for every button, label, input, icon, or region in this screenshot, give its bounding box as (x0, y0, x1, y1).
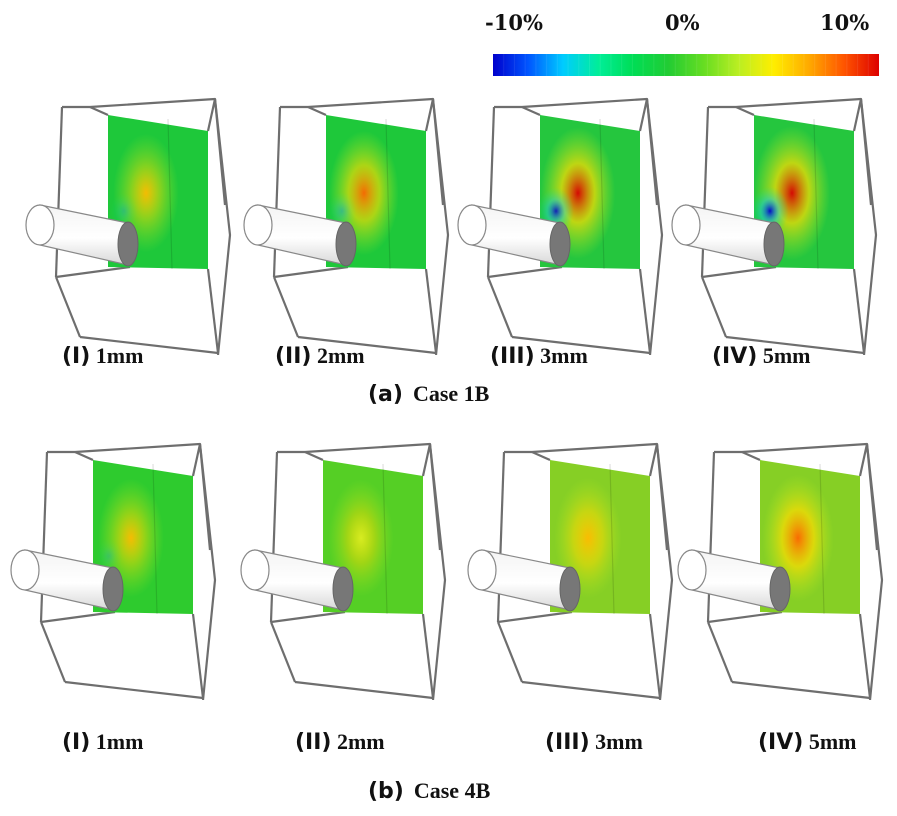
caption-a-2: (II) 2mm (275, 343, 365, 369)
panel-a-2 (238, 95, 463, 355)
caption-b-3: (III) 3mm (545, 729, 643, 755)
contour-panel-graphic (240, 442, 447, 700)
contour-panel-graphic (10, 442, 217, 700)
contour-panel-graphic (677, 442, 884, 700)
contour-panel-graphic (671, 97, 878, 355)
panel-a-3 (452, 95, 677, 355)
caption-a-4: (IV) 5mm (712, 343, 811, 369)
colorbar-max-label: 10% (820, 10, 870, 35)
contour-panel-graphic (467, 442, 674, 700)
colorbar (493, 54, 879, 76)
panel-a-1 (20, 95, 245, 355)
caption-b-2: (II) 2mm (295, 729, 385, 755)
panel-b-1 (5, 440, 230, 700)
panel-b-3 (462, 440, 687, 700)
contour-panel-graphic (457, 97, 664, 355)
caption-b-4: (IV) 5mm (758, 729, 857, 755)
caption-b-1: (I) 1mm (62, 729, 144, 755)
group-caption-b: (b) Case 4B (368, 778, 491, 804)
contour-panel-graphic (243, 97, 450, 355)
group-caption-a: (a) Case 1B (368, 381, 490, 407)
caption-a-1: (I) 1mm (62, 343, 144, 369)
contour-panel-graphic (25, 97, 232, 355)
caption-a-3: (III) 3mm (490, 343, 588, 369)
panel-b-2 (235, 440, 460, 700)
colorbar-mid-label: 0% (665, 10, 700, 35)
colorbar-min-label: -10% (485, 10, 543, 35)
panel-b-4 (672, 440, 897, 700)
panel-a-4 (666, 95, 891, 355)
